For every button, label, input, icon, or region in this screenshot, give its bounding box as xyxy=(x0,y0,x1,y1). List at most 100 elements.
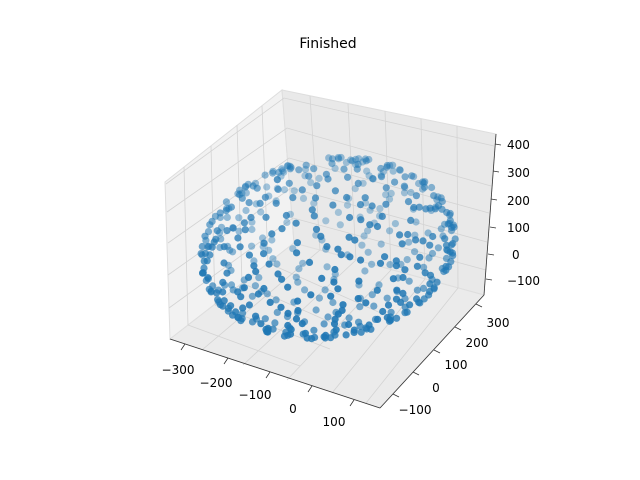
scatter-point xyxy=(204,274,212,282)
scatter-point xyxy=(327,292,335,300)
scatter-point xyxy=(425,254,433,262)
scatter-point xyxy=(318,274,326,282)
scatter-point xyxy=(345,233,353,241)
scatter-point xyxy=(269,169,277,177)
scatter-point xyxy=(275,168,283,176)
scatter-point xyxy=(242,182,250,190)
scatter-point xyxy=(310,326,318,334)
scatter-point xyxy=(295,166,303,174)
scatter-point xyxy=(323,263,331,271)
scatter-point xyxy=(248,225,256,234)
scatter-point xyxy=(413,262,421,270)
scatter-point xyxy=(354,179,362,187)
y-tick-label: −100 xyxy=(399,403,432,417)
scatter-point xyxy=(263,183,271,191)
scatter-point xyxy=(451,235,459,243)
scatter-point xyxy=(293,239,301,247)
scatter-point xyxy=(274,185,282,193)
scatter-point xyxy=(265,260,273,268)
scatter-point xyxy=(207,288,215,296)
scatter-point xyxy=(343,201,352,209)
scatter-point xyxy=(310,165,318,173)
scatter-point xyxy=(245,301,253,309)
scatter-point xyxy=(369,175,377,183)
scatter-point xyxy=(307,291,315,299)
scatter-point xyxy=(385,195,394,203)
scatter-point xyxy=(364,227,372,235)
scatter-point xyxy=(257,320,265,328)
scatter-point xyxy=(438,205,446,213)
scatter-point xyxy=(399,289,407,297)
scatter-point xyxy=(301,286,309,294)
scatter-point xyxy=(298,186,306,194)
scatter-point xyxy=(331,265,339,274)
scatter-point xyxy=(260,239,268,247)
scatter-point xyxy=(393,286,401,294)
scatter-point xyxy=(357,216,365,224)
x-tick-label: 100 xyxy=(323,415,346,429)
scatter-point xyxy=(381,253,389,261)
scatter-point xyxy=(313,182,321,190)
scatter-point xyxy=(273,308,281,316)
scatter-point xyxy=(255,274,263,282)
scatter-point xyxy=(383,313,391,322)
scatter-point xyxy=(334,208,342,216)
scatter-point xyxy=(365,155,373,164)
y-tick-label: 300 xyxy=(487,316,510,330)
scatter-point xyxy=(408,172,416,180)
scatter-point xyxy=(405,238,413,246)
scatter-point xyxy=(377,173,386,181)
scatter-point xyxy=(361,194,369,202)
scatter-point xyxy=(320,320,328,328)
scatter-point xyxy=(321,286,329,294)
scatter-point xyxy=(346,213,354,222)
scatter-point xyxy=(342,331,350,339)
scatter-point xyxy=(430,192,438,200)
scatter-point xyxy=(292,219,300,227)
scatter-point xyxy=(247,213,255,222)
scatter-point xyxy=(412,192,420,200)
scatter-point xyxy=(206,251,214,259)
x-tick-label: −300 xyxy=(162,363,195,377)
scatter-point xyxy=(329,201,337,209)
scatter-point xyxy=(201,232,209,240)
scatter-point xyxy=(251,282,259,290)
scatter-point xyxy=(248,292,256,300)
scatter-points xyxy=(197,153,459,343)
scatter-point xyxy=(284,309,292,317)
scatter-point xyxy=(203,257,211,265)
scatter-point xyxy=(235,214,243,222)
scatter-point xyxy=(356,322,364,330)
scatter-point xyxy=(322,331,330,339)
scatter-point xyxy=(322,217,330,225)
scatter-point xyxy=(284,321,292,330)
scatter-point xyxy=(257,208,265,216)
z-tick-label: 400 xyxy=(507,138,530,152)
scatter-point xyxy=(250,262,258,270)
scatter-point xyxy=(412,236,420,244)
scatter-point xyxy=(362,157,370,165)
y-tick-label: 200 xyxy=(466,336,489,350)
scatter-point xyxy=(404,198,413,206)
scatter-point xyxy=(226,246,234,254)
scatter-point xyxy=(198,242,206,251)
scatter-point xyxy=(416,253,424,261)
scatter-point xyxy=(241,226,249,234)
scatter-point xyxy=(237,293,245,301)
z-tick-label: 300 xyxy=(507,166,530,180)
scatter-point xyxy=(238,194,246,202)
scatter-point xyxy=(208,243,216,251)
scatter-point xyxy=(377,240,385,248)
scatter-point xyxy=(345,314,353,322)
scatter-point xyxy=(334,154,342,162)
x-axis-line xyxy=(169,338,381,409)
scatter-point xyxy=(273,260,281,268)
x-tick-label: −100 xyxy=(239,388,272,402)
scatter-point xyxy=(295,265,303,273)
scatter-point xyxy=(434,244,442,252)
scatter-point xyxy=(426,280,434,288)
scatter-point xyxy=(324,313,332,321)
scatter-point xyxy=(263,290,271,298)
scatter-point xyxy=(317,232,325,240)
